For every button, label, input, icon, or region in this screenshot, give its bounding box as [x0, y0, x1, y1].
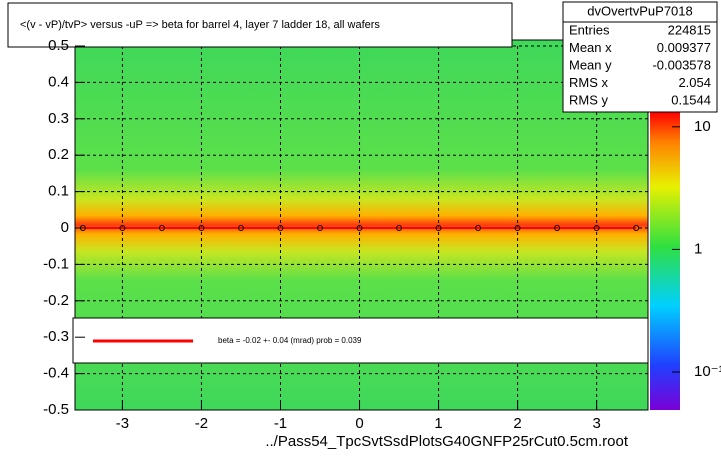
stats-value: 2.054 [678, 75, 711, 90]
profile-point [593, 225, 600, 231]
stats-value: 224815 [668, 22, 711, 37]
x-tick-label: -2 [195, 415, 208, 432]
profile-point [79, 225, 86, 231]
color-scale [650, 112, 680, 410]
profile-point [158, 225, 165, 231]
y-tick-label: -0.5 [43, 401, 69, 418]
fit-text: beta = -0.02 +- 0.04 (mrad) prob = 0.039 [218, 336, 362, 345]
x-tick-label: 3 [592, 415, 600, 432]
y-tick-label: -0.4 [43, 365, 69, 382]
z-tick-label: 10 [694, 118, 711, 135]
z-tick-label: 1 [694, 240, 702, 257]
stats-label: Entries [569, 22, 610, 37]
y-tick-label: -0.2 [43, 292, 69, 309]
profile-point [514, 225, 521, 231]
profile-point [554, 225, 561, 231]
stats-value: -0.003578 [652, 57, 711, 72]
stats-value: 0.1544 [671, 92, 711, 107]
profile-point [119, 225, 126, 231]
y-tick-label: 0.4 [48, 73, 69, 90]
profile-point [317, 225, 324, 231]
stats-value: 0.009377 [657, 40, 711, 55]
z-tick-label: 10⁻¹ [694, 363, 721, 380]
profile-point [237, 225, 244, 231]
x-tick-label: -1 [274, 415, 287, 432]
stats-label: Mean y [569, 57, 612, 72]
profile-point [356, 225, 363, 231]
stats-box [562, 1, 718, 113]
stats-label: Mean x [569, 40, 612, 55]
profile-point [475, 225, 482, 231]
y-tick-label: -0.3 [43, 328, 69, 345]
x-tick-label: -3 [116, 415, 129, 432]
profile-point [396, 225, 403, 231]
stats-label: RMS y [569, 92, 609, 107]
x-axis-label: ../Pass54_TpcSvtSsdPlotsG40GNFP25rCut0.5… [265, 433, 628, 450]
y-tick-label: 0.3 [48, 110, 69, 127]
x-tick-label: 1 [434, 415, 442, 432]
profile-point [277, 225, 284, 231]
y-tick-label: 0.1 [48, 183, 69, 200]
y-tick-label: 0.5 [48, 37, 69, 54]
stats-label: RMS x [569, 75, 609, 90]
x-tick-label: 0 [355, 415, 363, 432]
profile-point [198, 225, 205, 231]
y-tick-label: 0.2 [48, 146, 69, 163]
title-box [7, 2, 513, 48]
y-tick-label: 0 [61, 219, 69, 236]
chart-title: <(v - vP)/tvP> versus -uP => beta for ba… [20, 19, 380, 31]
x-tick-label: 2 [513, 415, 521, 432]
stats-title: dvOvertvPuP7018 [587, 3, 693, 18]
profile-point [435, 225, 442, 231]
y-tick-label: -0.1 [43, 255, 69, 272]
profile-point [633, 225, 640, 231]
